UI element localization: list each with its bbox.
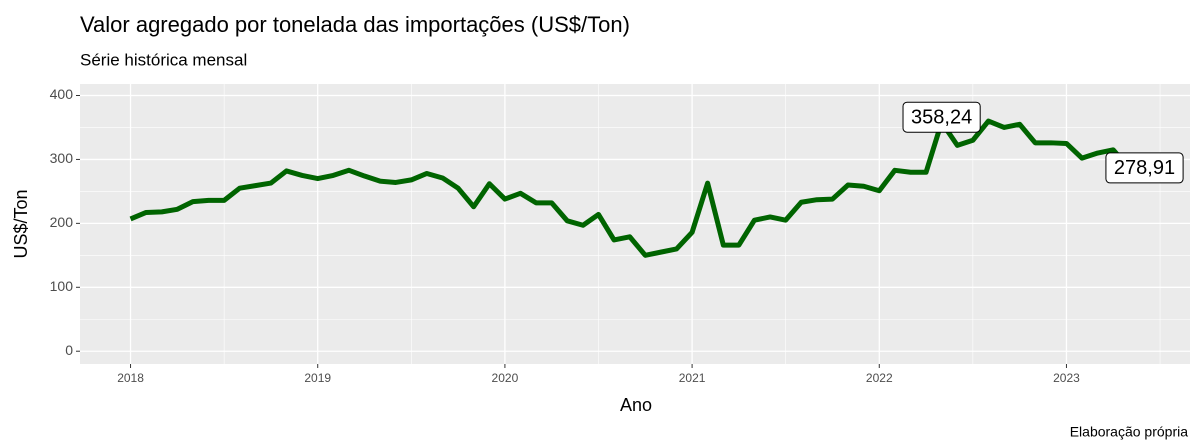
x-tick-label: 2022 (866, 371, 893, 385)
y-tick-label: 300 (50, 150, 74, 166)
y-tick-label: 400 (50, 86, 74, 102)
caption: Elaboração própria (1070, 424, 1189, 440)
chart-title: Valor agregado por tonelada das importaç… (80, 12, 630, 37)
x-tick-label: 2020 (492, 371, 519, 385)
y-tick-label: 0 (65, 342, 73, 358)
label-box (1105, 152, 1184, 184)
line (129, 118, 1146, 258)
x-tick-label: 2021 (679, 371, 706, 385)
data-label-text: 278,91 (1114, 157, 1175, 179)
y-tick-label: 100 (50, 278, 74, 294)
x-axis-label: Ano (620, 395, 652, 415)
label-box (902, 101, 981, 133)
x-tick-label: 2023 (1053, 371, 1080, 385)
data-label: 358,24 (902, 101, 981, 133)
y-axis-label: US$/Ton (11, 189, 31, 258)
x-tick-label: 2019 (304, 371, 331, 385)
x-tick-label: 2018 (117, 371, 144, 385)
data-label-text: 358,24 (911, 106, 972, 128)
chart-subtitle: Série histórica mensal (80, 50, 247, 69)
y-tick-label: 200 (50, 214, 74, 230)
data-label: 278,91 (1105, 152, 1184, 184)
plot: 358,24 278,91 (129, 101, 1184, 258)
